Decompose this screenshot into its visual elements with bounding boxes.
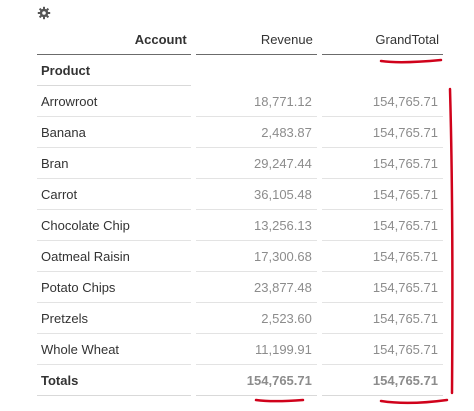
grand-total-cell[interactable]: 154,765.71 <box>322 117 443 148</box>
revenue-cell[interactable]: 17,300.68 <box>196 241 317 272</box>
underline-totals-revenue <box>254 398 305 403</box>
underline-totals-grand-total <box>379 398 449 405</box>
totals-row[interactable]: Totals 154,765.71 154,765.71 <box>37 365 443 396</box>
product-cell[interactable]: Oatmeal Raisin <box>37 241 191 272</box>
table-row[interactable]: Whole Wheat 11,199.91 154,765.71 <box>37 334 443 365</box>
table-row[interactable]: Chocolate Chip 13,256.13 154,765.71 <box>37 210 443 241</box>
grand-total-cell[interactable]: 154,765.71 <box>322 272 443 303</box>
product-cell[interactable]: Arrowroot <box>37 86 191 117</box>
product-cell[interactable]: Bran <box>37 148 191 179</box>
revenue-cell[interactable]: 23,877.48 <box>196 272 317 303</box>
revenue-cell[interactable]: 13,256.13 <box>196 210 317 241</box>
product-cell[interactable]: Pretzels <box>37 303 191 334</box>
header-row: Account Revenue GrandTotal <box>37 24 443 55</box>
product-cell[interactable]: Banana <box>37 117 191 148</box>
table-row[interactable]: Potato Chips 23,877.48 154,765.71 <box>37 272 443 303</box>
grand-total-cell[interactable]: 154,765.71 <box>322 210 443 241</box>
product-cell[interactable]: Potato Chips <box>37 272 191 303</box>
grand-total-cell[interactable]: 154,765.71 <box>322 303 443 334</box>
revenue-cell[interactable]: 36,105.48 <box>196 179 317 210</box>
table-row[interactable]: Banana 2,483.87 154,765.71 <box>37 117 443 148</box>
totals-revenue-cell[interactable]: 154,765.71 <box>196 365 317 396</box>
totals-grand-total-cell[interactable]: 154,765.71 <box>322 365 443 396</box>
table-row[interactable]: Carrot 36,105.48 154,765.71 <box>37 179 443 210</box>
header-grand-total[interactable]: GrandTotal <box>322 24 443 55</box>
revenue-cell[interactable]: 29,247.44 <box>196 148 317 179</box>
revenue-cell[interactable]: 11,199.91 <box>196 334 317 365</box>
product-cell[interactable]: Carrot <box>37 179 191 210</box>
pivot-table: Account Revenue GrandTotal Product Arrow… <box>37 24 443 396</box>
revenue-cell[interactable]: 2,523.60 <box>196 303 317 334</box>
table-row[interactable]: Pretzels 2,523.60 154,765.71 <box>37 303 443 334</box>
row-group-label[interactable]: Product <box>37 55 191 86</box>
header-revenue[interactable]: Revenue <box>196 24 317 55</box>
grand-total-cell[interactable]: 154,765.71 <box>322 86 443 117</box>
row-group-header: Product <box>37 55 443 86</box>
header-account[interactable]: Account <box>37 24 191 55</box>
table-row[interactable]: Bran 29,247.44 154,765.71 <box>37 148 443 179</box>
table-row[interactable]: Oatmeal Raisin 17,300.68 154,765.71 <box>37 241 443 272</box>
product-cell[interactable]: Whole Wheat <box>37 334 191 365</box>
bracket-grand-total-column <box>448 87 454 395</box>
table-row[interactable]: Arrowroot 18,771.12 154,765.71 <box>37 86 443 117</box>
revenue-cell[interactable]: 18,771.12 <box>196 86 317 117</box>
grand-total-cell[interactable]: 154,765.71 <box>322 179 443 210</box>
product-cell[interactable]: Chocolate Chip <box>37 210 191 241</box>
gear-icon[interactable] <box>37 6 51 20</box>
totals-label[interactable]: Totals <box>37 365 191 396</box>
grand-total-cell[interactable]: 154,765.71 <box>322 334 443 365</box>
revenue-cell[interactable]: 2,483.87 <box>196 117 317 148</box>
grand-total-cell[interactable]: 154,765.71 <box>322 148 443 179</box>
grand-total-cell[interactable]: 154,765.71 <box>322 241 443 272</box>
